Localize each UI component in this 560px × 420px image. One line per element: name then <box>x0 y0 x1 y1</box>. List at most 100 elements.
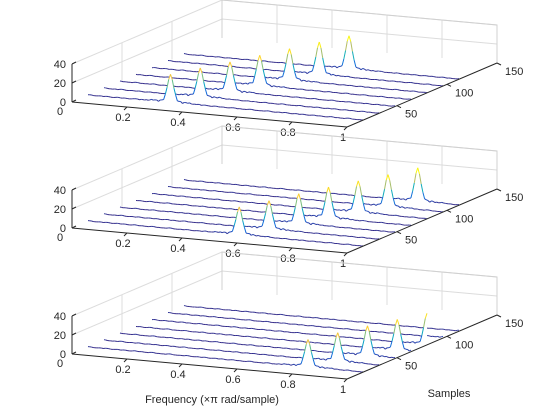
curve-segment <box>382 355 385 358</box>
x-tick-label: 1 <box>340 258 346 270</box>
curve-segment <box>146 99 149 101</box>
axis-lines <box>71 313 502 383</box>
curve-segment <box>418 335 421 337</box>
curve-segment <box>419 335 423 342</box>
curve-segment <box>200 339 203 342</box>
curve-segment <box>182 102 185 104</box>
curve-segment <box>222 82 226 89</box>
curve-segment <box>423 318 426 328</box>
x-tick <box>178 237 183 242</box>
x-tick <box>233 368 238 373</box>
curve-segment <box>353 60 357 68</box>
curve-segment <box>215 87 219 91</box>
waterfall-fill <box>104 332 379 366</box>
curve-segment <box>345 209 349 212</box>
curve-segment <box>199 67 203 74</box>
curve-segment <box>361 362 364 364</box>
curve-segment <box>335 215 338 218</box>
curve-segment <box>220 231 223 234</box>
curve-segment <box>361 339 365 348</box>
curve-segment <box>412 341 416 344</box>
axes-box <box>221 0 498 63</box>
curve-segment <box>353 353 356 356</box>
x-tick-label: 0 <box>57 232 63 244</box>
waterfall-curve <box>135 186 412 226</box>
curve-segment <box>337 74 341 77</box>
x-tick-label: 0 <box>57 106 63 118</box>
curve-segment <box>352 361 356 364</box>
x-tick-label: 1 <box>340 132 346 144</box>
z-tick-label: 40 <box>54 311 66 323</box>
curve-segment <box>360 68 364 71</box>
curve-segment <box>189 102 192 105</box>
z-tick <box>71 187 77 191</box>
curve-segment <box>292 230 295 232</box>
curve-segment <box>261 220 265 227</box>
curve-segment <box>334 74 337 77</box>
curve-segment <box>294 198 298 208</box>
curve-segment <box>392 197 396 205</box>
curve-segment <box>348 35 352 42</box>
waterfall-fill <box>152 48 427 93</box>
curve-segment <box>266 60 269 63</box>
curve-segment <box>259 55 262 62</box>
curve-segment <box>357 180 361 187</box>
curve-segment <box>163 94 166 100</box>
x-tick <box>178 111 183 116</box>
curve-segment <box>217 88 220 91</box>
y-tick <box>396 357 402 361</box>
curve-segment <box>293 363 297 367</box>
curve-segment <box>314 364 317 367</box>
curve-segment <box>171 79 175 89</box>
z-tick-label: 0 <box>60 97 66 109</box>
curve-segment <box>206 230 209 233</box>
curve-segment <box>343 50 347 60</box>
curve-segment <box>243 227 247 234</box>
curve-segment <box>383 347 386 350</box>
z-tick-label: 40 <box>54 59 66 71</box>
curve-segment <box>364 321 367 324</box>
curve-segment <box>429 335 432 337</box>
curve-segment <box>301 79 304 82</box>
curve-segment <box>265 76 268 79</box>
curve-segment <box>252 234 255 236</box>
curve-segment <box>241 90 245 93</box>
curve-segment <box>296 193 300 199</box>
curve-segment <box>432 201 436 203</box>
curve-segment <box>333 208 337 211</box>
curve-segment <box>403 198 407 201</box>
curve-segment <box>284 228 287 231</box>
curve-segment <box>273 221 277 228</box>
curve-segment <box>378 212 381 215</box>
curve-segment <box>357 219 360 222</box>
axes-box <box>221 125 498 189</box>
curve-segment <box>348 352 351 354</box>
curve-segment <box>338 217 341 220</box>
curve-segment <box>333 209 336 217</box>
curve-segment <box>401 342 405 349</box>
curve-segment <box>290 364 293 366</box>
curve-segment <box>314 215 317 218</box>
curve-segment <box>264 77 268 84</box>
curve-segment <box>268 200 272 206</box>
curve-segment <box>249 233 252 236</box>
curve-segment <box>262 69 266 78</box>
curve-segment <box>350 244 353 246</box>
curve-segment <box>220 97 223 99</box>
curve-segment <box>192 88 196 95</box>
curve-segment <box>260 60 264 70</box>
curve-segment <box>251 234 254 236</box>
curve-segment <box>271 214 275 222</box>
curve-segment <box>350 202 354 210</box>
curve-segment <box>304 214 307 217</box>
curve-segment <box>234 82 238 90</box>
curve-segment <box>203 81 206 90</box>
y-tick <box>496 188 502 192</box>
curve-segment <box>298 193 301 200</box>
y-tick <box>446 209 452 213</box>
curve-segment <box>364 195 367 198</box>
curve-segment <box>256 234 259 237</box>
x-tick <box>233 242 238 247</box>
waterfall-fill <box>168 174 443 213</box>
curve-segment <box>229 61 233 68</box>
